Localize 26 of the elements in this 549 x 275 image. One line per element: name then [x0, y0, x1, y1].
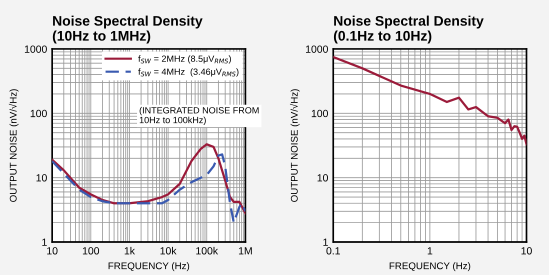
chart-title: Noise Spectral Density (0.1Hz to 10Hz) — [334, 16, 484, 44]
y-tick-label: 100 — [30, 110, 47, 118]
x-tick-label: 0.1 — [326, 247, 340, 255]
y-tick-label: 1 — [42, 238, 47, 246]
x-tick-label: 1k — [124, 246, 135, 254]
chart-title: Noise Spectral Density (10Hz to 1MHz) — [52, 16, 203, 44]
x-tick-label: 1 — [428, 247, 432, 254]
x-tick-label: 10 — [47, 247, 58, 255]
x-tick-label: 1M — [238, 247, 252, 254]
y-axis-title: OUTPUT NOISE (nV/√Hz) — [290, 89, 300, 202]
legend-label: f$_{SW}$ = 2MHz (8.5μV$_{RMS}$) — [138, 55, 231, 64]
legend-label: f$_{SW}$ = 4MHz (3.46μV$_{RMS}$) — [138, 68, 238, 77]
x-tick-label: 10 — [521, 247, 532, 255]
y-tick-label: 1000 — [24, 45, 47, 53]
y-tick-label: 10 — [318, 174, 328, 182]
y-axis-title: OUTPUT NOISE (nV/√Hz) — [8, 89, 19, 202]
y-tick-label: 1000 — [306, 45, 328, 53]
y-tick-label: 100 — [312, 110, 328, 118]
x-tick-label: 100 — [82, 247, 100, 255]
annotation: (INTEGRATED NOISE FROM 10Hz to 100kHz) — [140, 106, 259, 125]
x-tick-label: 100k — [196, 246, 218, 255]
x-axis-title: FREQUENCY (Hz) — [390, 262, 470, 272]
x-axis-title: FREQUENCY (Hz) — [108, 262, 190, 272]
y-tick-label: 10 — [36, 174, 47, 182]
y-tick-label: 1 — [323, 238, 328, 246]
x-tick-label: 10k — [160, 246, 177, 255]
